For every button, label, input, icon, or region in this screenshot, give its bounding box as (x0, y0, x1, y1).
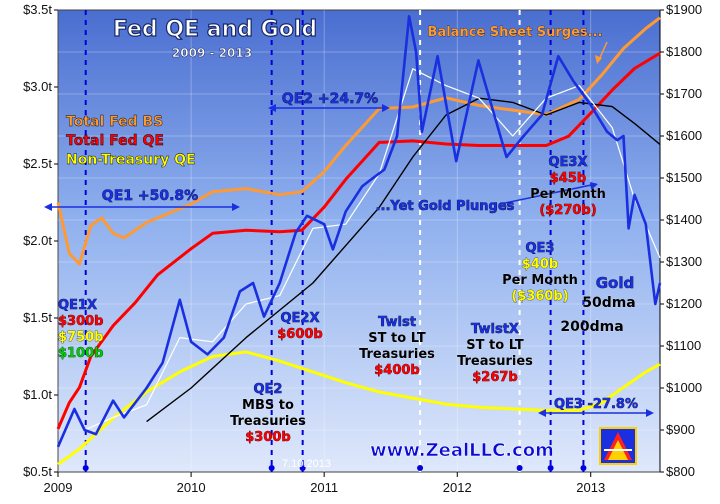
right-tick-label-10: $1800 (666, 44, 702, 59)
left-tick-label-4: $2.5t (23, 156, 52, 171)
annotation-qe1-line-0: QE1 +50.8% (102, 188, 198, 204)
annotation-qe3x-line-2: Per Month (530, 187, 606, 202)
annotation-twistx-line-0: TwistX (471, 322, 519, 337)
legend-total-fed-bs: Total Fed BS (66, 114, 163, 130)
annotation-qe3-line-3: ($360b) (511, 289, 568, 304)
series-total-fed-bs (56, 16, 661, 266)
annotation-qe2pct-line-0: QE2 +24.7% (282, 91, 378, 107)
right-tick-label-1: $900 (666, 422, 695, 437)
qe2-arrow-left-head (268, 104, 276, 112)
annotation-qe2-line-0: QE2 (254, 382, 283, 397)
right-tick-label-9: $1700 (666, 86, 702, 101)
series-non-treasury-qe (57, 350, 661, 466)
annotation-qe1x-line-3: $100b (58, 346, 104, 361)
annotation-qe3-line-1: $40b (522, 257, 558, 272)
annotation-dma200-line-0: 200dma (560, 319, 623, 335)
right-tick-label-3: $1100 (666, 338, 701, 353)
left-tick-label-2: $1.5t (23, 310, 52, 325)
x-tick-label-0: 2009 (44, 480, 73, 495)
left-tick-label-3: $2.0t (23, 233, 52, 248)
watermark: www.ZealLLC.com (370, 440, 554, 461)
surges-arrow-head (595, 55, 602, 64)
series-layer (56, 15, 662, 466)
x-tick-label-1: 2010 (177, 480, 206, 495)
qe3-arrow-left-head (538, 409, 546, 417)
right-tick-label-11: $1900 (666, 2, 702, 17)
plunges-arrow (499, 183, 597, 205)
event-dot-3 (417, 465, 424, 471)
event-dot-4 (516, 465, 523, 471)
qe1-arrow-right-head (232, 203, 240, 211)
chart-title: Fed QE and Gold (113, 17, 317, 42)
plunges-arrow-head (590, 182, 598, 190)
legend: Total Fed BS Total Fed QE Non-Treasury Q… (66, 114, 196, 168)
annotation-gold-line-0: Gold (596, 274, 635, 292)
left-tick-label-6: $3.5t (23, 2, 52, 17)
event-dot-0 (82, 465, 89, 471)
annotation-arrows (44, 41, 654, 417)
qe3-arrow-right-head (646, 409, 654, 417)
annotation-surges-line-0: Balance Sheet Surges... (428, 25, 603, 40)
date-stamp: 7.10.2013 (282, 458, 331, 470)
annotation-qe2-line-1: MBS to (242, 398, 294, 413)
x-tick-label-4: 2013 (576, 480, 605, 495)
x-axis: 2009 2010 2011 2012 2013 (44, 472, 605, 495)
annotation-twistx-line-1: ST to LT (466, 338, 524, 353)
left-tick-label-0: $0.5t (23, 464, 52, 479)
annotation-qe1x-line-0: QE1X (58, 298, 97, 313)
qe2-arrow-right-head (382, 104, 390, 112)
grid-lines (57, 9, 660, 473)
event-dot-1 (268, 465, 275, 471)
annotation-qe3x-line-1: $45b (550, 171, 586, 186)
right-tick-label-4: $1200 (666, 296, 702, 311)
x-tick-label-2: 2011 (310, 480, 338, 495)
event-dot-5 (547, 465, 554, 471)
qe1-arrow-left-head (44, 203, 52, 211)
annotation-qe3x-line-3: ($270b) (539, 203, 596, 218)
right-tick-label-7: $1500 (666, 170, 702, 185)
annotation-dma50-line-0: 50dma (582, 295, 636, 311)
annotation-qe2-line-2: Treasuries (230, 414, 306, 429)
annotation-qe3x-line-0: QE3X (549, 155, 588, 170)
right-tick-label-2: $1000 (666, 380, 702, 395)
annotation-twistx-line-3: $267b (472, 370, 518, 385)
chart-subtitle: 2009 - 2013 (172, 46, 252, 60)
right-tick-label-5: $1300 (666, 254, 702, 269)
series-total-fed-qe (56, 51, 661, 430)
series-200dma (146, 97, 661, 423)
event-dot-6 (580, 465, 587, 471)
annotation-twist-line-1: ST to LT (368, 331, 426, 346)
annotation-twist-line-0: Twist (378, 315, 416, 330)
annotation-qe2x-line-1: $600b (277, 327, 323, 342)
zeal-logo (599, 427, 637, 465)
annotation-plunges-line-0: ...Yet Gold Plunges (376, 199, 515, 214)
series-gold (56, 15, 662, 448)
right-tick-label-8: $1600 (666, 128, 702, 143)
annotation-twist-line-3: $400b (374, 363, 420, 378)
right-axis: $800 $900 $1000 $1100 $1200 $1300 $1400 $1500 $1… (660, 2, 702, 479)
right-tick-label-0: $800 (666, 464, 695, 479)
legend-total-fed-qe: Total Fed QE (66, 133, 164, 149)
annotation-qe2-line-3: $300b (245, 430, 291, 445)
annotations: QE1 +50.8% QE2 +24.7% Balance Sheet Surges… (58, 25, 639, 446)
annotation-twistx-line-2: Treasuries (457, 354, 533, 369)
annotation-qe3-line-0: QE3 (526, 241, 555, 256)
annotation-qe3-line-2: Per Month (502, 273, 578, 288)
plot-area (57, 9, 661, 473)
left-tick-label-1: $1.0t (23, 387, 52, 402)
right-tick-label-6: $1400 (666, 212, 702, 227)
left-axis: $0.5t $1.0t $1.5t $2.0t $2.5t $3.0t $3.5t (23, 2, 58, 479)
x-tick-label-3: 2012 (443, 480, 472, 495)
event-dot-2 (299, 465, 306, 471)
left-tick-label-5: $3.0t (23, 79, 52, 94)
legend-non-treasury-qe: Non-Treasury QE (66, 152, 196, 168)
annotation-qe1x-line-1: $300b (58, 314, 104, 329)
annotation-twist-line-2: Treasuries (359, 347, 435, 362)
annotation-qe3pct-line-0: QE3 -27.8% (554, 397, 638, 412)
annotation-qe1x-line-2: $750b (58, 330, 104, 345)
annotation-qe2x-line-0: QE2X (281, 311, 320, 326)
